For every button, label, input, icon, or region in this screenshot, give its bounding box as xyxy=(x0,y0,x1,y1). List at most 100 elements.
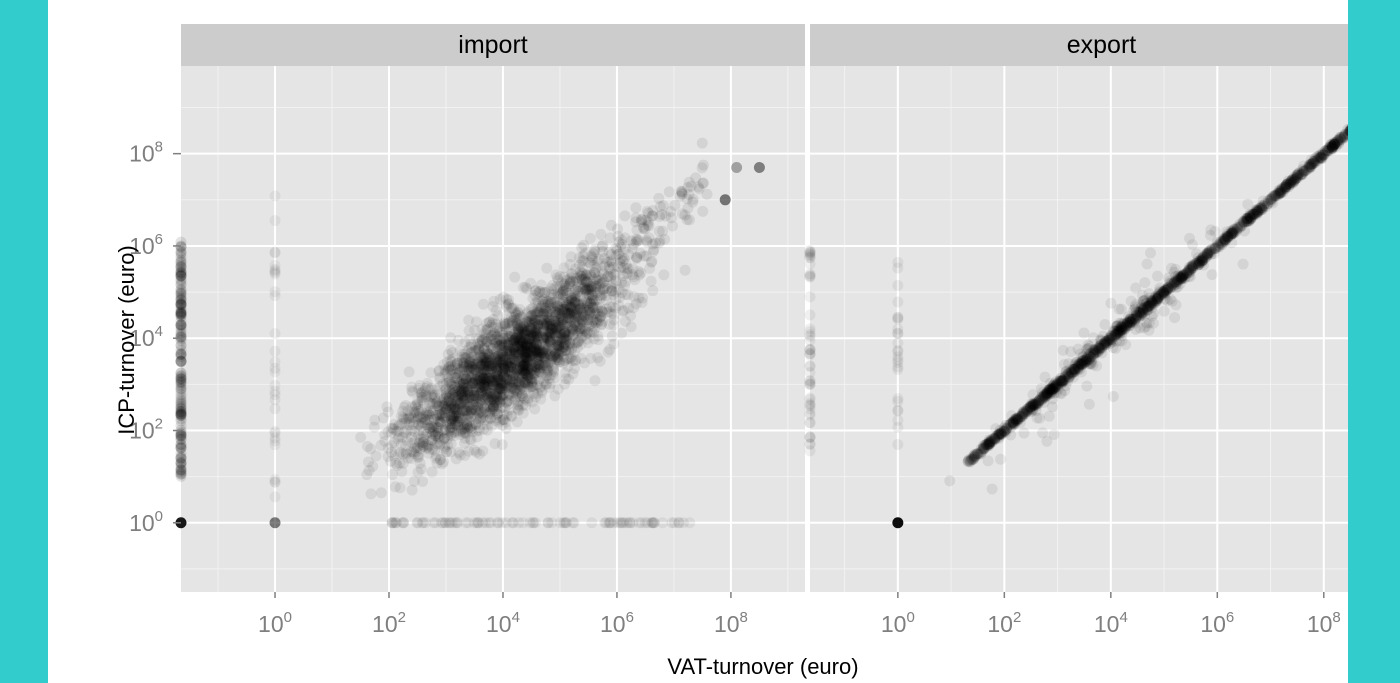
data-point xyxy=(986,483,998,495)
data-point xyxy=(559,307,571,319)
data-point xyxy=(472,356,484,368)
data-point xyxy=(474,387,486,399)
data-point xyxy=(541,307,553,319)
data-point xyxy=(508,312,520,324)
data-point xyxy=(558,328,570,340)
data-point xyxy=(527,342,539,354)
data-point xyxy=(602,270,614,282)
data-point xyxy=(388,418,400,430)
data-point xyxy=(519,364,531,376)
data-point xyxy=(421,381,433,393)
data-point xyxy=(525,358,537,370)
data-point xyxy=(382,406,394,418)
data-point xyxy=(459,369,471,381)
data-point xyxy=(475,412,487,424)
data-point xyxy=(515,326,527,338)
data-point xyxy=(464,385,476,397)
data-point xyxy=(563,295,575,307)
data-point xyxy=(550,269,562,281)
data-point xyxy=(600,290,612,302)
data-point xyxy=(531,348,543,360)
data-point xyxy=(495,391,507,403)
data-point xyxy=(512,327,524,339)
data-point xyxy=(512,319,524,331)
data-point xyxy=(406,401,418,413)
data-point xyxy=(499,361,511,373)
data-point xyxy=(475,371,487,383)
data-point xyxy=(470,316,482,328)
points-import xyxy=(175,137,765,529)
data-point xyxy=(462,401,474,413)
data-point xyxy=(470,344,482,356)
data-point xyxy=(526,375,538,387)
data-point xyxy=(552,341,564,353)
data-point xyxy=(515,331,527,343)
data-point xyxy=(545,302,557,314)
data-point xyxy=(443,396,455,408)
data-point xyxy=(442,365,454,377)
data-point xyxy=(413,418,425,430)
data-point xyxy=(513,346,525,358)
data-point xyxy=(587,320,599,332)
data-point xyxy=(804,399,816,411)
data-point xyxy=(608,289,620,301)
data-point xyxy=(572,328,584,340)
data-point xyxy=(498,363,510,375)
data-point xyxy=(438,393,450,405)
data-point xyxy=(553,348,565,360)
data-point xyxy=(426,421,438,433)
data-point xyxy=(509,328,521,340)
data-point xyxy=(569,297,581,309)
data-point xyxy=(513,346,525,358)
data-point xyxy=(495,386,507,398)
data-point xyxy=(567,296,579,308)
data-point xyxy=(473,407,485,419)
data-point xyxy=(482,323,494,335)
data-point xyxy=(431,422,443,434)
data-point xyxy=(481,318,493,330)
data-point xyxy=(403,416,415,428)
data-point xyxy=(391,425,403,437)
data-point xyxy=(541,346,553,358)
data-point xyxy=(484,372,496,384)
data-point xyxy=(462,384,474,396)
data-point xyxy=(485,351,497,363)
data-point xyxy=(545,297,557,309)
data-point xyxy=(629,274,641,286)
data-point xyxy=(441,403,453,415)
data-point xyxy=(479,393,491,405)
data-point xyxy=(513,343,525,355)
data-point xyxy=(481,366,493,378)
data-point xyxy=(556,346,568,358)
data-point xyxy=(534,362,546,374)
data-point xyxy=(542,365,554,377)
data-point xyxy=(503,333,515,345)
data-point xyxy=(505,302,517,314)
data-point xyxy=(522,395,534,407)
data-point xyxy=(561,308,573,320)
data-point xyxy=(507,315,519,327)
data-point xyxy=(533,314,545,326)
data-point xyxy=(467,399,479,411)
data-point xyxy=(462,351,474,363)
data-point xyxy=(584,308,596,320)
data-point xyxy=(619,289,631,301)
data-point xyxy=(569,303,581,315)
data-point xyxy=(525,338,537,350)
data-point xyxy=(550,310,562,322)
data-point xyxy=(493,407,505,419)
data-point xyxy=(499,319,511,331)
data-point xyxy=(532,359,544,371)
data-point xyxy=(498,370,510,382)
data-point xyxy=(544,334,556,346)
data-point xyxy=(506,410,518,422)
data-point xyxy=(631,234,643,246)
data-point xyxy=(628,271,640,283)
data-point xyxy=(613,236,625,248)
data-point xyxy=(804,378,816,390)
data-point xyxy=(512,363,524,375)
data-point xyxy=(484,387,496,399)
data-point xyxy=(458,364,470,376)
data-point xyxy=(448,391,460,403)
data-point xyxy=(483,358,495,370)
